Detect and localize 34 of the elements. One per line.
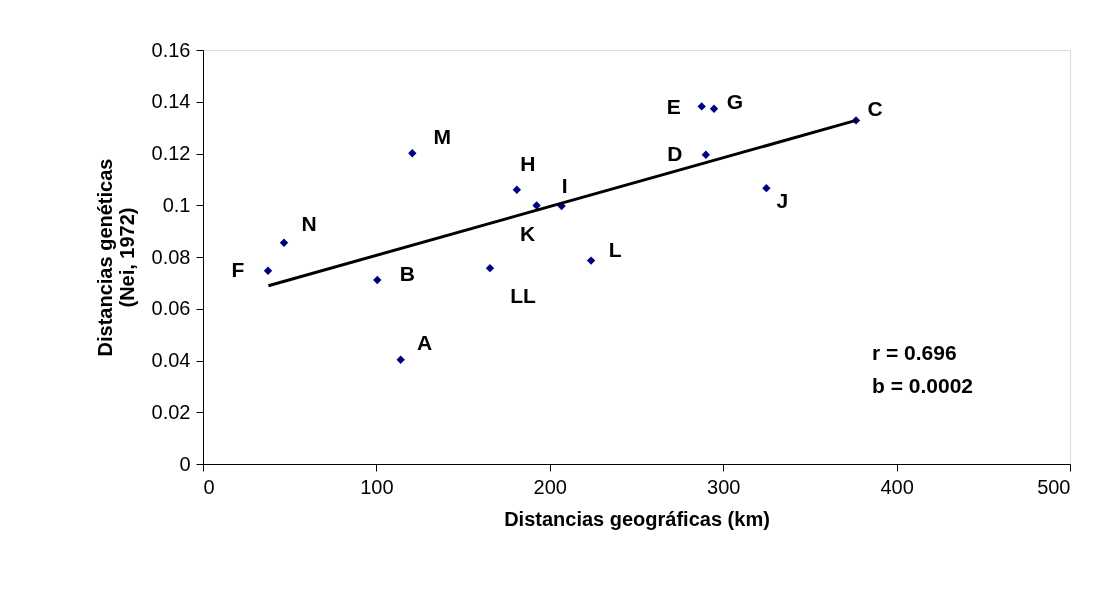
- annotation: A: [417, 330, 433, 354]
- y-tick-label: 0.16: [151, 38, 191, 61]
- x-tick-label: 200: [533, 475, 567, 498]
- annotation: C: [867, 97, 883, 121]
- annotation: r = 0.696: [872, 341, 957, 364]
- x-tick-label: 100: [360, 475, 394, 498]
- annotation: D: [667, 141, 683, 165]
- annotation: b = 0.0002: [872, 374, 973, 397]
- y-axis-title: Distancias genéticas (Nei, 1972): [93, 158, 138, 357]
- x-tick-label: 400: [880, 475, 914, 498]
- x-tick-label: 500: [1037, 475, 1071, 498]
- annotation: H: [520, 151, 536, 175]
- annotation: I: [561, 174, 568, 198]
- annotation: G: [726, 89, 744, 113]
- x-axis-title: Distancias geográficas (km): [504, 507, 770, 530]
- annotation: N: [301, 211, 317, 235]
- y-tick-label: 0.14: [151, 90, 191, 113]
- y-tick-label: 0.06: [151, 297, 191, 320]
- x-tick-label: 300: [707, 475, 741, 498]
- annotation: F: [231, 257, 245, 281]
- annotation: B: [399, 262, 415, 286]
- y-tick-label: 0.1: [162, 193, 191, 216]
- y-tick-label: 0.08: [151, 245, 191, 268]
- annotation: LL: [510, 284, 536, 308]
- y-tick-label: 0: [179, 452, 191, 475]
- annotation: J: [776, 189, 789, 213]
- annotation: M: [433, 125, 452, 149]
- x-tick-label: 0: [203, 475, 215, 498]
- annotation: E: [666, 95, 681, 119]
- y-tick-label: 0.12: [151, 142, 191, 164]
- y-tick-label: 0.02: [151, 400, 191, 423]
- annotation: K: [520, 221, 536, 245]
- annotation: L: [608, 237, 622, 261]
- y-tick-label: 0.04: [151, 349, 191, 371]
